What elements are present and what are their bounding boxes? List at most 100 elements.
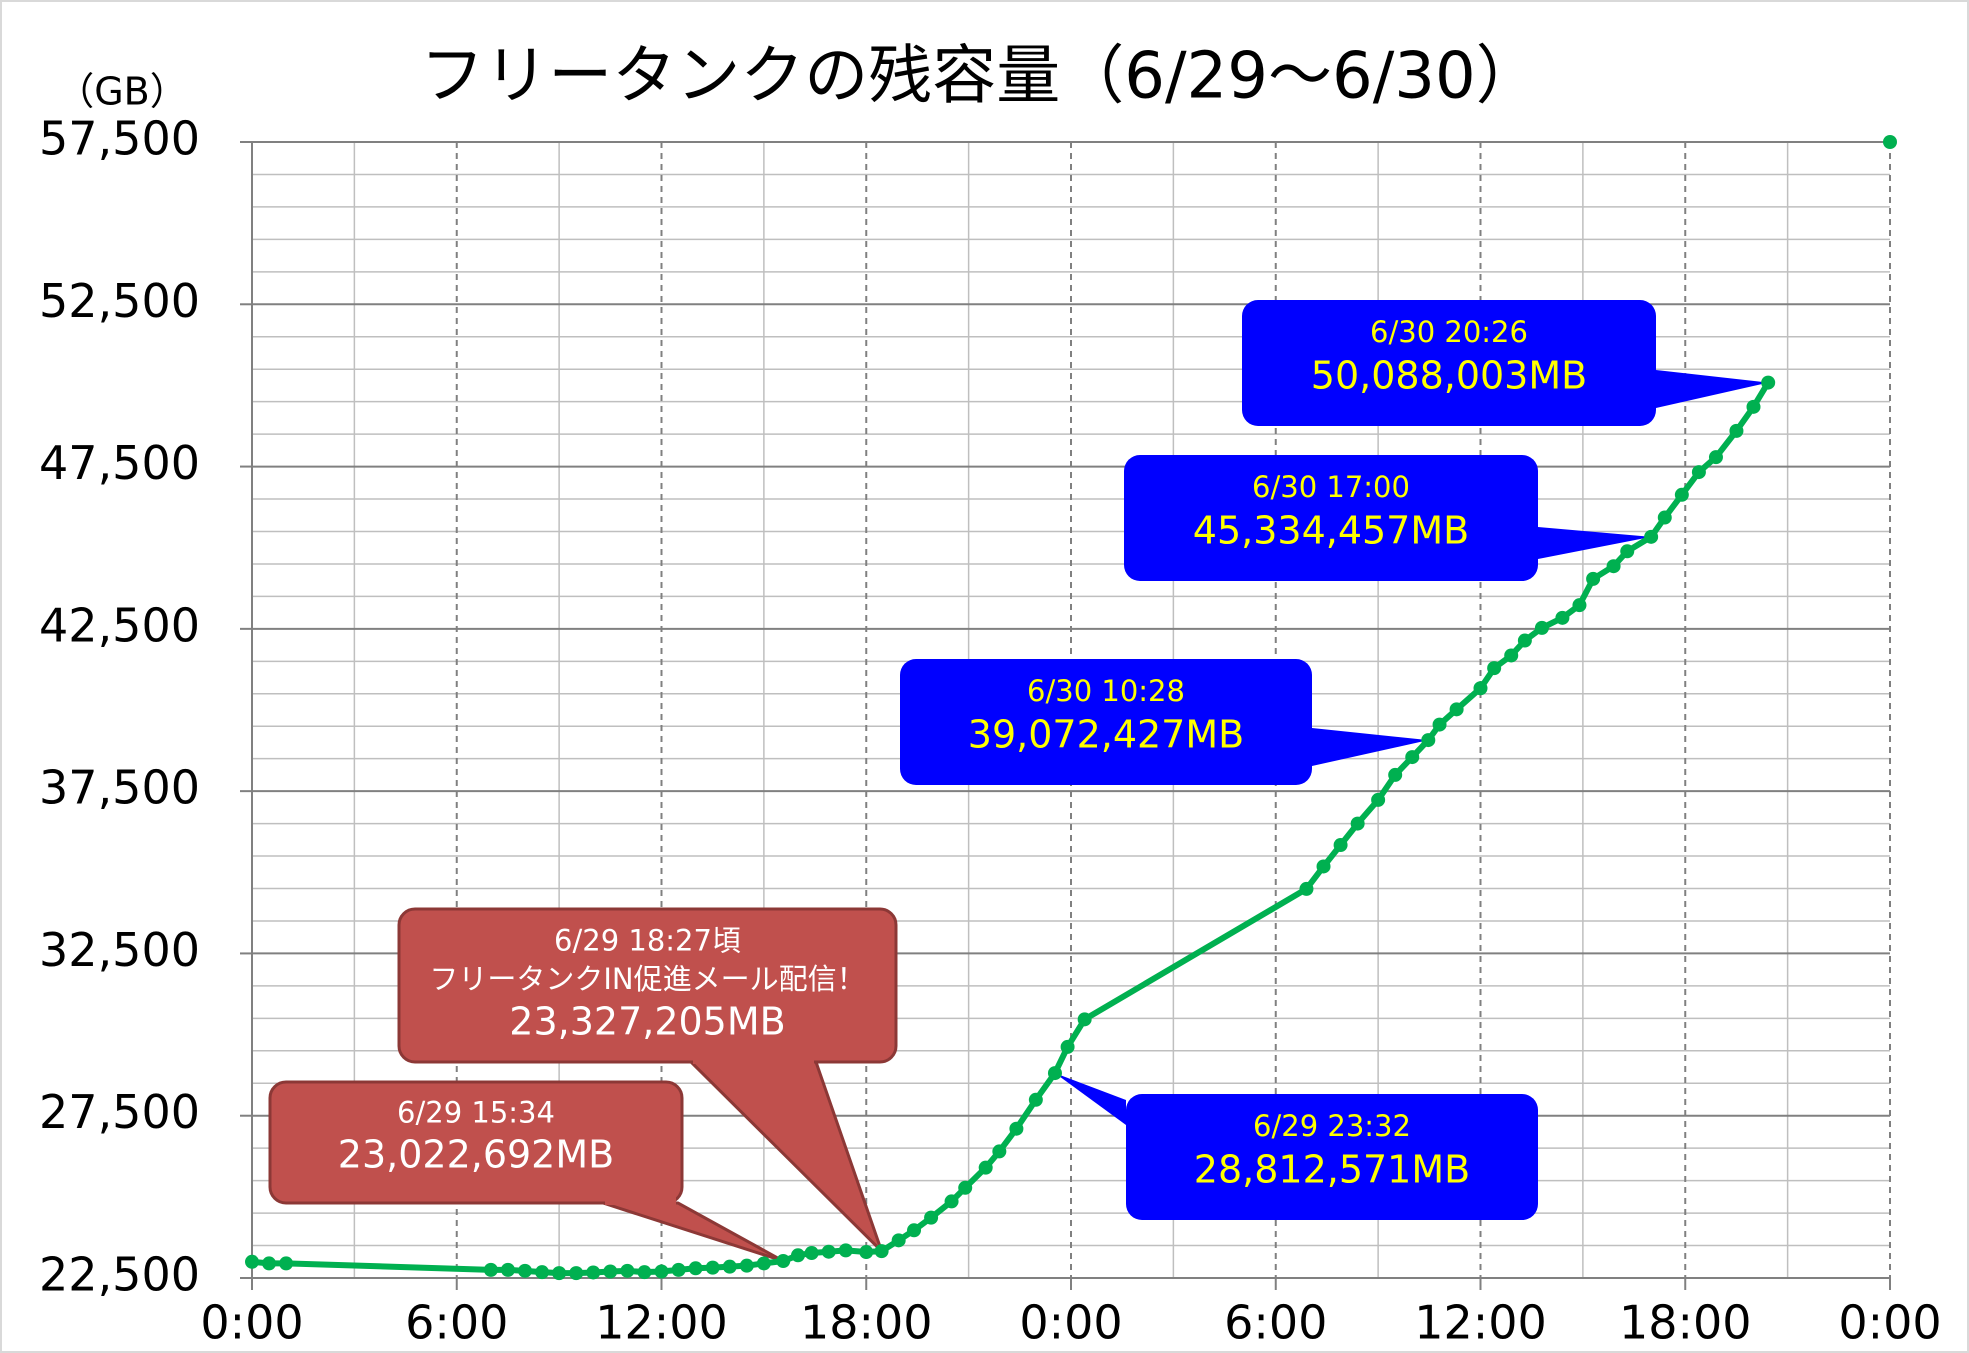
marker	[1746, 399, 1761, 414]
marker	[1657, 510, 1672, 525]
marker	[739, 1258, 754, 1273]
callout-box	[1124, 455, 1538, 581]
marker	[1555, 610, 1570, 625]
x-tick-label: 6:00	[1224, 1296, 1327, 1350]
marker	[637, 1265, 652, 1280]
callout-box	[1242, 300, 1656, 426]
x-tick-label: 12:00	[595, 1296, 728, 1350]
marker	[907, 1223, 922, 1238]
callout-pointer	[1538, 527, 1652, 559]
y-tick-label: 52,500	[39, 274, 200, 328]
x-tick-label: 6:00	[405, 1296, 508, 1350]
marker	[838, 1243, 853, 1258]
marker	[1449, 702, 1464, 717]
marker	[1028, 1092, 1043, 1107]
callout-text: 45,334,457MB	[1193, 509, 1469, 553]
x-tick-label: 12:00	[1414, 1296, 1547, 1350]
y-tick-label: 32,500	[39, 923, 200, 977]
x-tick-label: 18:00	[1619, 1296, 1752, 1350]
marker	[1473, 681, 1488, 696]
marker	[722, 1259, 737, 1274]
marker	[1421, 733, 1436, 748]
marker	[791, 1248, 805, 1263]
marker	[1729, 423, 1744, 438]
callout-text: 6/29 18:27頃	[554, 924, 741, 958]
callout-box	[1126, 1094, 1538, 1220]
marker	[1504, 648, 1519, 663]
callout: 6/30 20:26 50,088,003MB	[1242, 300, 1769, 426]
marker	[1047, 1066, 1062, 1081]
marker	[535, 1265, 550, 1280]
marker	[1009, 1121, 1024, 1136]
marker	[586, 1265, 601, 1280]
marker	[1708, 450, 1723, 465]
marker	[552, 1266, 567, 1281]
marker	[245, 1254, 259, 1269]
callout-text: 6/29 15:34	[397, 1096, 555, 1130]
marker	[821, 1244, 836, 1259]
callout-seam	[605, 1197, 676, 1205]
x-tick-label: 18:00	[800, 1296, 933, 1350]
y-tick-label: 27,500	[39, 1085, 200, 1139]
marker	[1077, 1012, 1092, 1027]
y-tick-label: 42,500	[39, 598, 200, 652]
callout-text: 6/30 17:00	[1252, 470, 1410, 504]
x-tick-label: 0:00	[1838, 1296, 1941, 1350]
marker	[1691, 465, 1706, 480]
callout-pointer	[1312, 728, 1429, 766]
marker	[483, 1262, 498, 1277]
marker	[1405, 750, 1420, 765]
marker	[1606, 559, 1621, 574]
y-tick-label: 57,500	[39, 112, 200, 166]
marker	[620, 1263, 635, 1278]
callout-text: 23,022,692MB	[338, 1133, 614, 1177]
chart-title: フリータンクの残容量（6/29～6/30）	[420, 40, 1539, 114]
marker	[958, 1180, 973, 1195]
marker	[1371, 792, 1386, 807]
callout-text: 50,088,003MB	[1311, 354, 1587, 398]
marker	[279, 1256, 294, 1271]
callout-pointer	[1656, 370, 1769, 408]
marker	[1534, 620, 1549, 635]
marker	[1572, 598, 1587, 613]
callout-box	[268, 1080, 684, 1205]
x-tick-label: 0:00	[1019, 1296, 1122, 1350]
callout-text: 23,327,205MB	[509, 999, 785, 1043]
marker	[1644, 529, 1659, 544]
marker	[671, 1262, 686, 1277]
y-tick-label: 37,500	[39, 761, 200, 815]
marker	[776, 1254, 791, 1269]
callout-text: 6/29 23:32	[1253, 1109, 1411, 1143]
marker	[1060, 1039, 1075, 1054]
marker	[924, 1210, 939, 1225]
marker	[1350, 816, 1365, 831]
marker	[569, 1266, 584, 1281]
marker	[1586, 571, 1601, 586]
callout-text: 6/30 10:28	[1027, 674, 1185, 708]
marker	[874, 1244, 889, 1259]
callout: 6/29 23:32 28,812,571MB	[1054, 1073, 1538, 1220]
callout-box	[900, 659, 1312, 785]
marker	[1333, 838, 1348, 853]
marker	[859, 1245, 874, 1260]
marker	[262, 1256, 277, 1271]
marker	[603, 1264, 618, 1279]
callout-box	[397, 907, 898, 1064]
y-unit: （GB）	[56, 70, 188, 114]
marker	[804, 1246, 819, 1261]
marker	[1761, 375, 1776, 390]
marker	[1432, 717, 1447, 732]
callout-text: 39,072,427MB	[968, 713, 1244, 757]
marker	[978, 1160, 993, 1175]
marker	[1674, 487, 1689, 502]
callout-text: 28,812,571MB	[1194, 1148, 1470, 1192]
marker	[1299, 881, 1314, 896]
marker	[1487, 661, 1502, 676]
marker	[992, 1144, 1007, 1159]
marker	[654, 1264, 669, 1279]
x-tick-label: 0:00	[200, 1296, 303, 1350]
marker	[944, 1194, 959, 1209]
marker	[1883, 135, 1897, 149]
